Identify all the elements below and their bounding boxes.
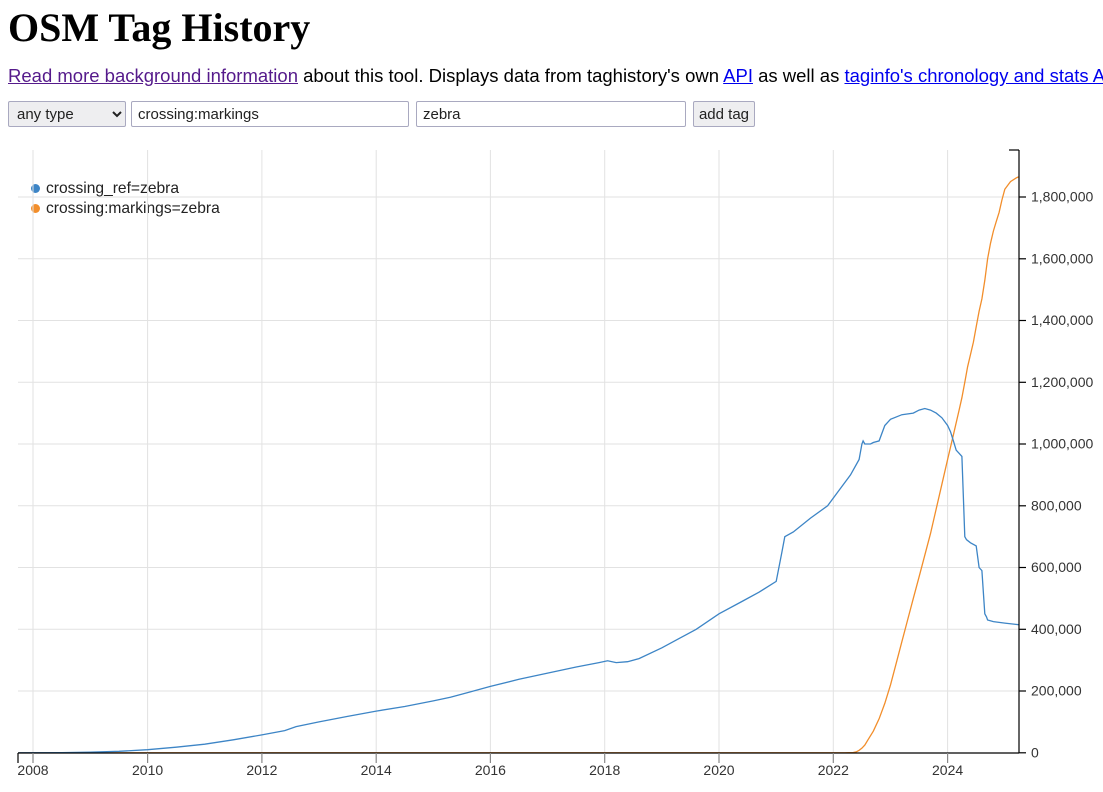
svg-text:2010: 2010 [132, 762, 163, 778]
svg-text:1,600,000: 1,600,000 [1031, 250, 1093, 266]
svg-text:2014: 2014 [361, 762, 392, 778]
svg-text:2008: 2008 [17, 762, 48, 778]
svg-text:400,000: 400,000 [1031, 621, 1082, 637]
svg-text:200,000: 200,000 [1031, 683, 1082, 699]
svg-text:2018: 2018 [589, 762, 620, 778]
svg-text:2020: 2020 [703, 762, 734, 778]
svg-text:2012: 2012 [246, 762, 277, 778]
svg-text:1,000,000: 1,000,000 [1031, 436, 1093, 452]
svg-text:0: 0 [1031, 745, 1039, 761]
svg-text:2022: 2022 [818, 762, 849, 778]
svg-text:800,000: 800,000 [1031, 497, 1082, 513]
svg-text:600,000: 600,000 [1031, 559, 1082, 575]
svg-text:1,400,000: 1,400,000 [1031, 312, 1093, 328]
svg-text:1,800,000: 1,800,000 [1031, 189, 1093, 205]
svg-text:2016: 2016 [475, 762, 506, 778]
svg-text:2024: 2024 [932, 762, 963, 778]
svg-text:1,200,000: 1,200,000 [1031, 374, 1093, 390]
